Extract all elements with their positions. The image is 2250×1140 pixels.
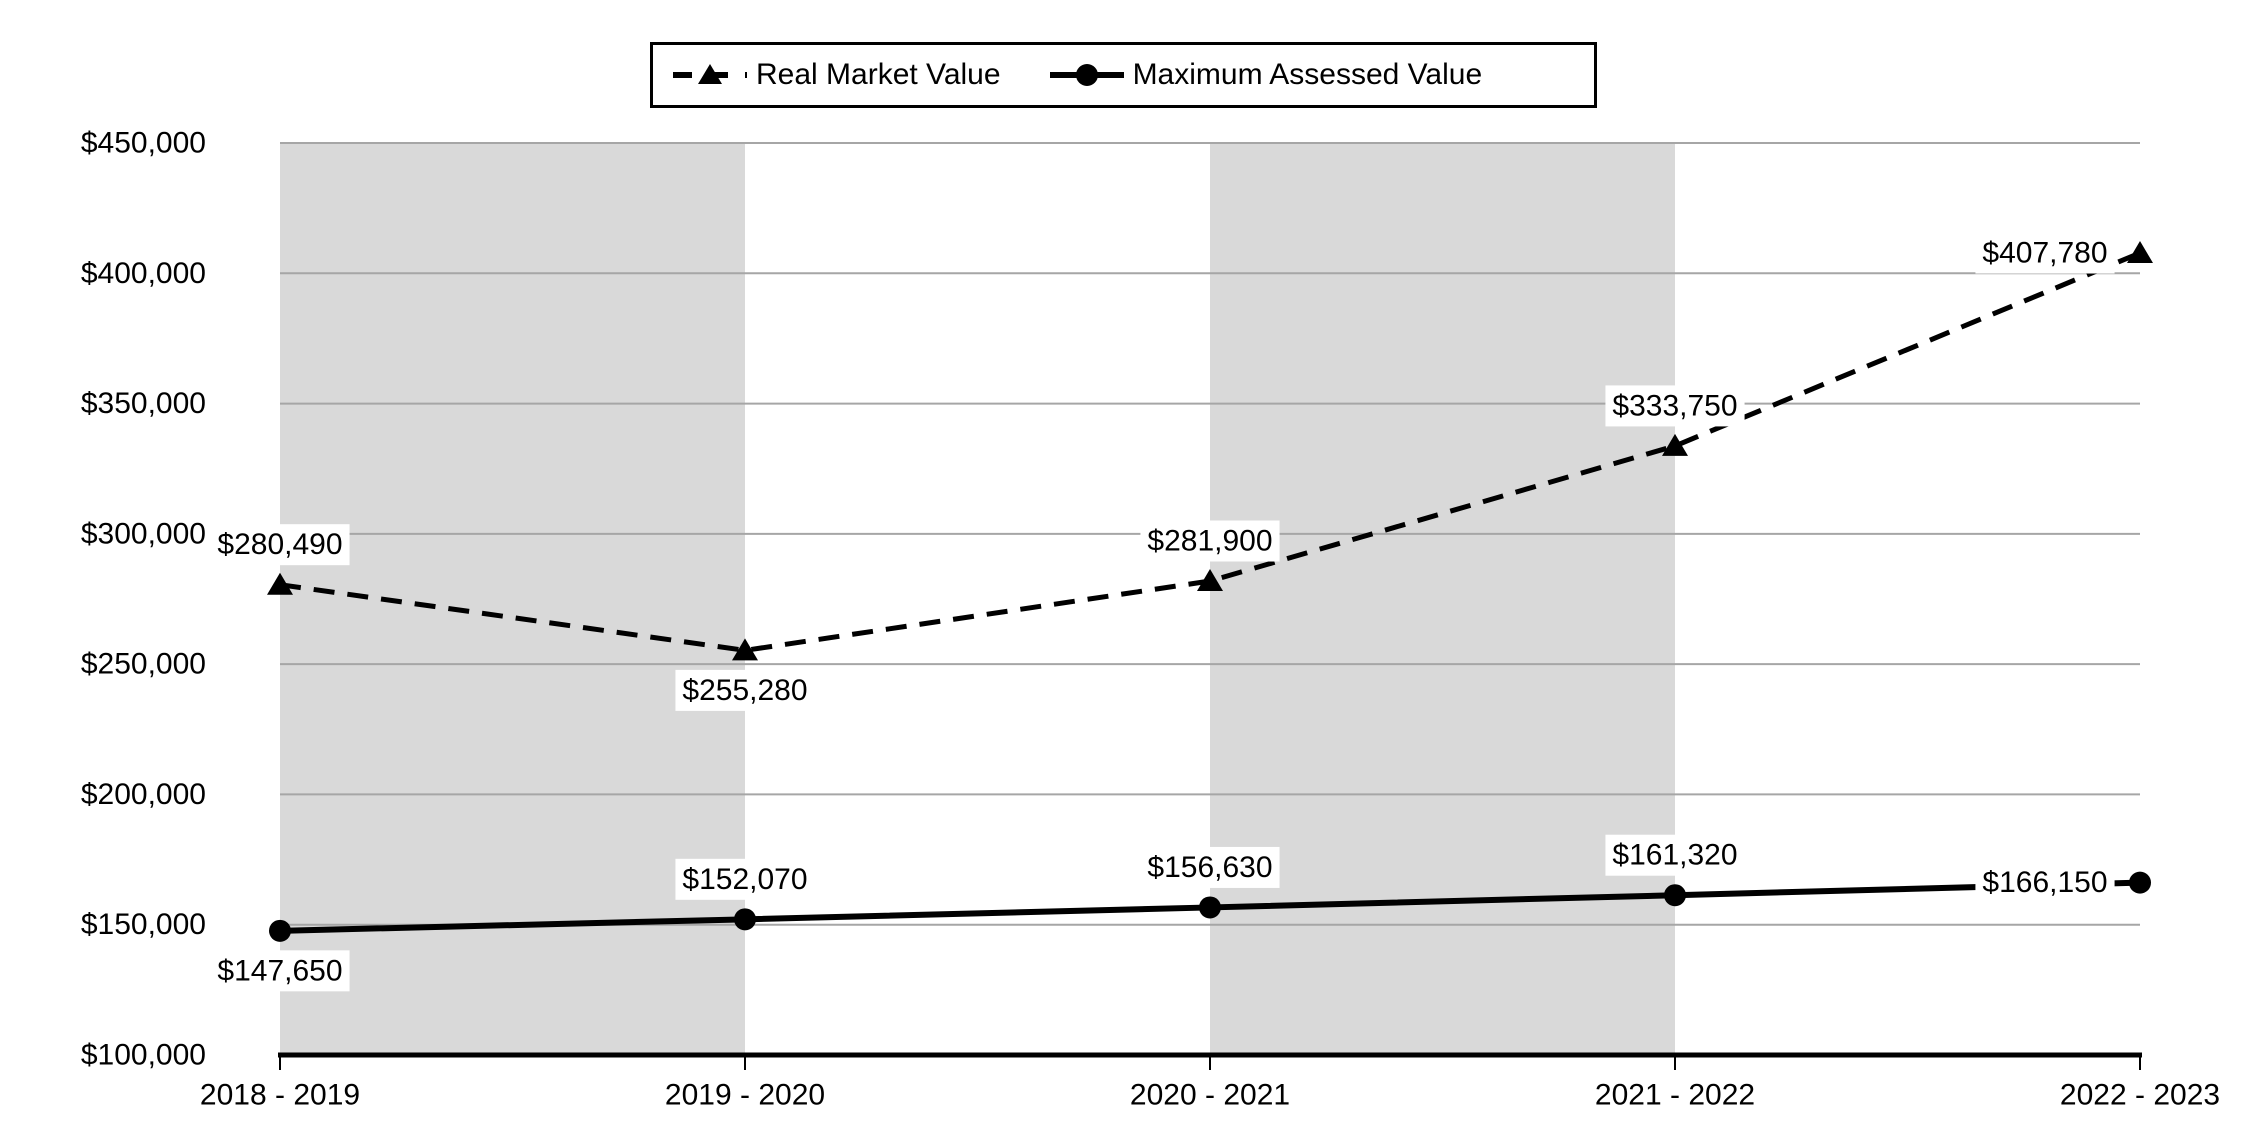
marker-triangle-real-market-value — [732, 638, 758, 661]
data-label-box — [1140, 846, 1280, 888]
data-label-maximum-assessed-value: $152,070 — [682, 863, 807, 896]
data-label-box — [675, 858, 815, 900]
marker-circle-maximum-assessed-value — [269, 919, 291, 942]
data-label-box — [1975, 862, 2115, 904]
data-label-real-market-value: $407,780 — [1982, 237, 2107, 270]
x-tick-label: 2022 - 2023 — [2060, 1079, 2220, 1112]
y-tick-label: $150,000 — [81, 908, 206, 941]
data-label-box — [210, 524, 350, 566]
data-label-box — [675, 669, 815, 711]
legend-entry-real-market-value: Real Market Value — [672, 60, 1001, 90]
legend-label-maximum-assessed-value: Maximum Assessed Value — [1132, 58, 1483, 91]
data-label-maximum-assessed-value: $156,630 — [1147, 851, 1272, 884]
data-label-box — [1975, 232, 2115, 274]
data-label-maximum-assessed-value: $147,650 — [217, 954, 342, 987]
marker-triangle-real-market-value — [1197, 569, 1223, 592]
data-label-maximum-assessed-value: $166,150 — [1982, 866, 2107, 899]
x-tick-label: 2020 - 2021 — [1130, 1079, 1290, 1112]
y-tick-label: $100,000 — [81, 1039, 206, 1072]
data-label-maximum-assessed-value: $161,320 — [1612, 839, 1737, 872]
marker-circle-maximum-assessed-value — [734, 908, 756, 931]
y-tick-label: $400,000 — [81, 257, 206, 290]
legend-label-real-market-value: Real Market Value — [756, 58, 1001, 91]
dashed-line-triangle-marker-icon — [673, 64, 747, 84]
y-tick-label: $200,000 — [81, 778, 206, 811]
data-label-box — [1140, 520, 1280, 562]
y-tick-label: $250,000 — [81, 648, 206, 681]
marker-triangle-real-market-value — [1662, 433, 1688, 456]
data-label-box — [1605, 385, 1745, 427]
marker-circle-maximum-assessed-value — [1199, 896, 1221, 919]
plot-band — [280, 143, 745, 1055]
plot-band — [1210, 143, 1675, 1055]
data-label-box — [1605, 834, 1745, 876]
data-label-real-market-value: $333,750 — [1612, 389, 1737, 422]
marker-triangle-real-market-value — [2127, 241, 2153, 264]
x-tick-label: 2021 - 2022 — [1595, 1079, 1755, 1112]
y-tick-label: $300,000 — [81, 517, 206, 550]
data-label-real-market-value: $281,900 — [1147, 525, 1272, 558]
legend-entry-maximum-assessed-value: Maximum Assessed Value — [1049, 58, 1483, 91]
marker-circle-maximum-assessed-value — [2129, 871, 2151, 894]
y-tick-label: $450,000 — [81, 127, 206, 160]
chart-legend: Real Market Value Maximum Assessed Value — [650, 42, 1597, 108]
x-tick-label: 2018 - 2019 — [200, 1079, 360, 1112]
marker-circle-maximum-assessed-value — [1664, 884, 1686, 907]
solid-line-circle-marker-icon — [1049, 64, 1124, 86]
y-tick-label: $350,000 — [81, 387, 206, 420]
series-line-real-market-value — [279, 250, 2141, 653]
x-tick-label: 2019 - 2020 — [665, 1079, 825, 1112]
data-label-box — [210, 950, 350, 992]
data-label-real-market-value: $280,490 — [217, 528, 342, 561]
marker-triangle-real-market-value — [267, 572, 293, 595]
data-label-real-market-value: $255,280 — [682, 674, 807, 707]
